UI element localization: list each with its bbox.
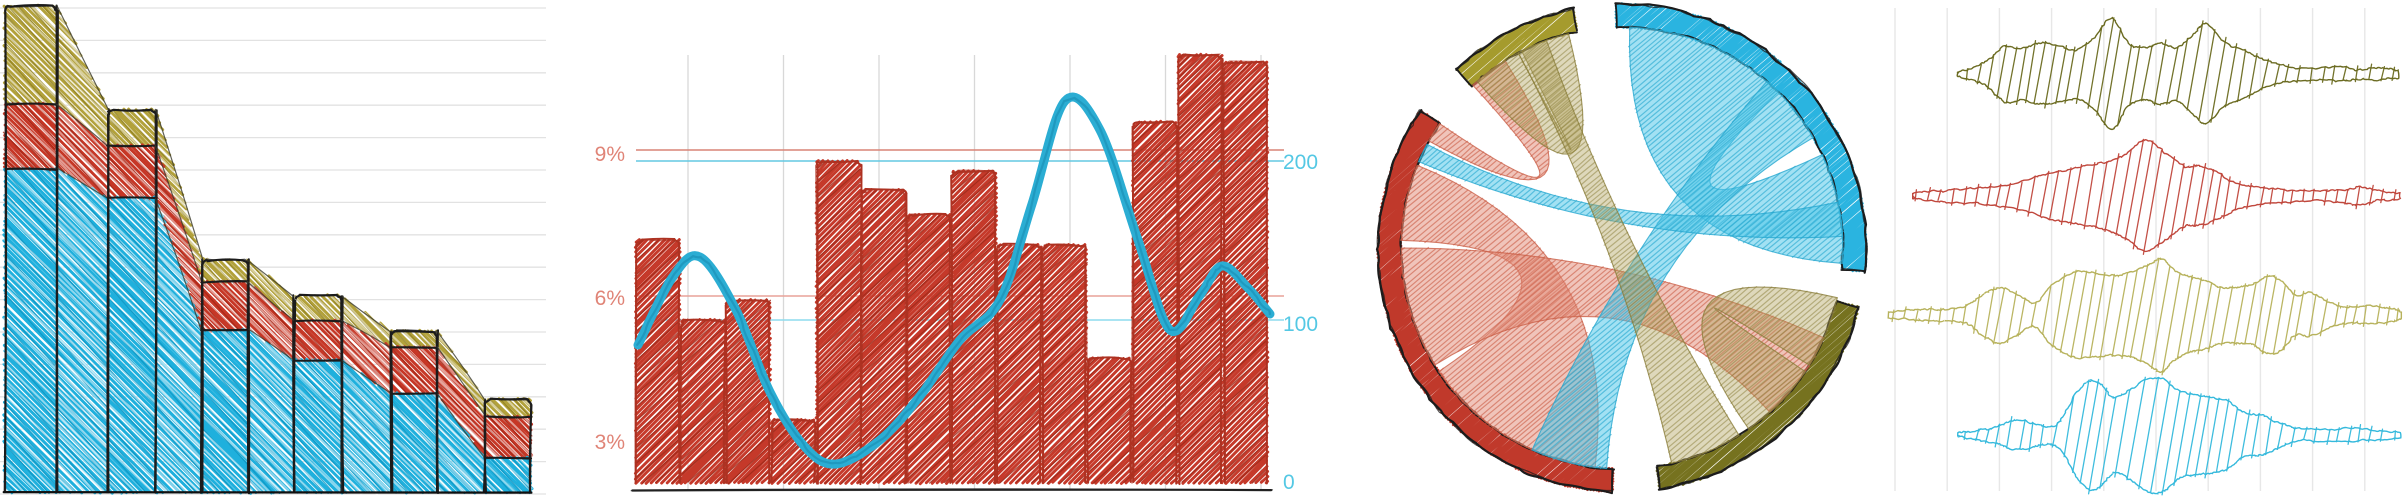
svg-text:3%: 3% — [595, 431, 625, 454]
svg-text:100: 100 — [1283, 313, 1318, 336]
svg-text:9%: 9% — [595, 143, 625, 166]
svg-text:200: 200 — [1283, 151, 1318, 174]
svg-text:0: 0 — [1283, 471, 1295, 494]
svg-text:6%: 6% — [595, 287, 625, 310]
